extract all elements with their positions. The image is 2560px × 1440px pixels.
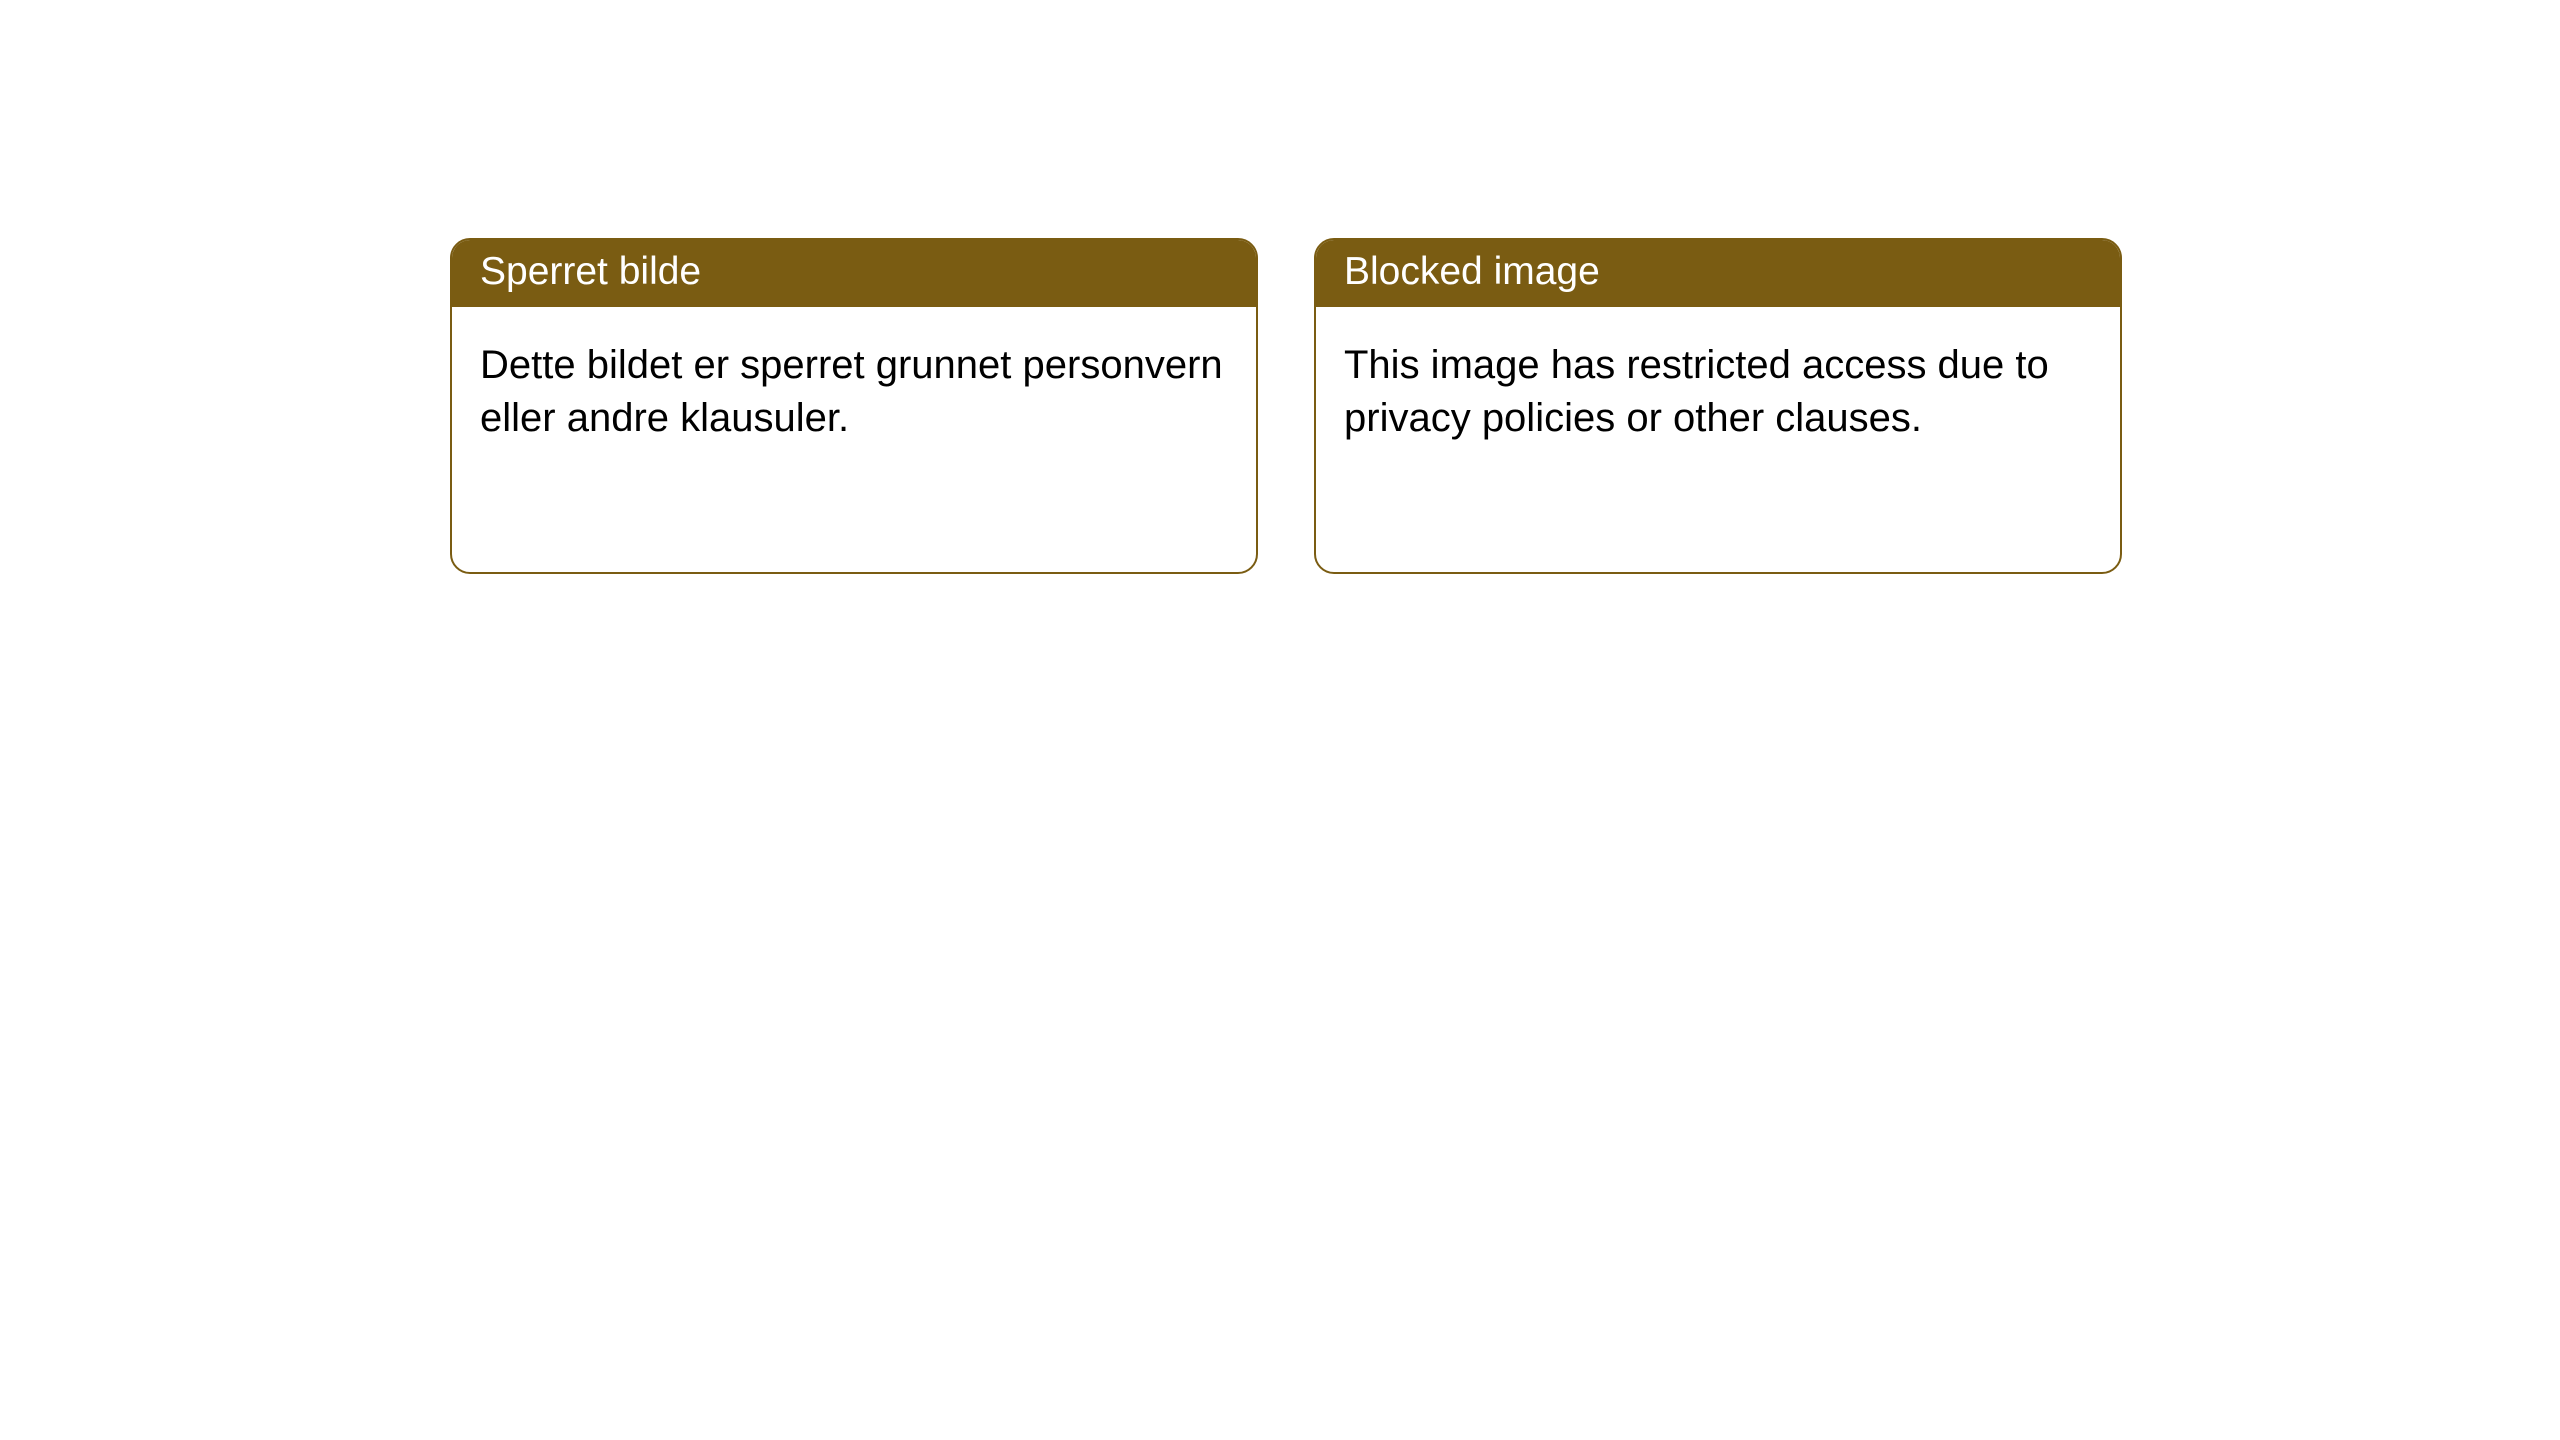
panel-message: Dette bildet er sperret grunnet personve… xyxy=(452,307,1256,477)
blocked-image-panel-no: Sperret bilde Dette bildet er sperret gr… xyxy=(450,238,1258,574)
blocked-image-panel-en: Blocked image This image has restricted … xyxy=(1314,238,2122,574)
panel-title: Sperret bilde xyxy=(452,240,1256,307)
panel-title: Blocked image xyxy=(1316,240,2120,307)
panel-message: This image has restricted access due to … xyxy=(1316,307,2120,477)
panel-row: Sperret bilde Dette bildet er sperret gr… xyxy=(0,0,2560,574)
